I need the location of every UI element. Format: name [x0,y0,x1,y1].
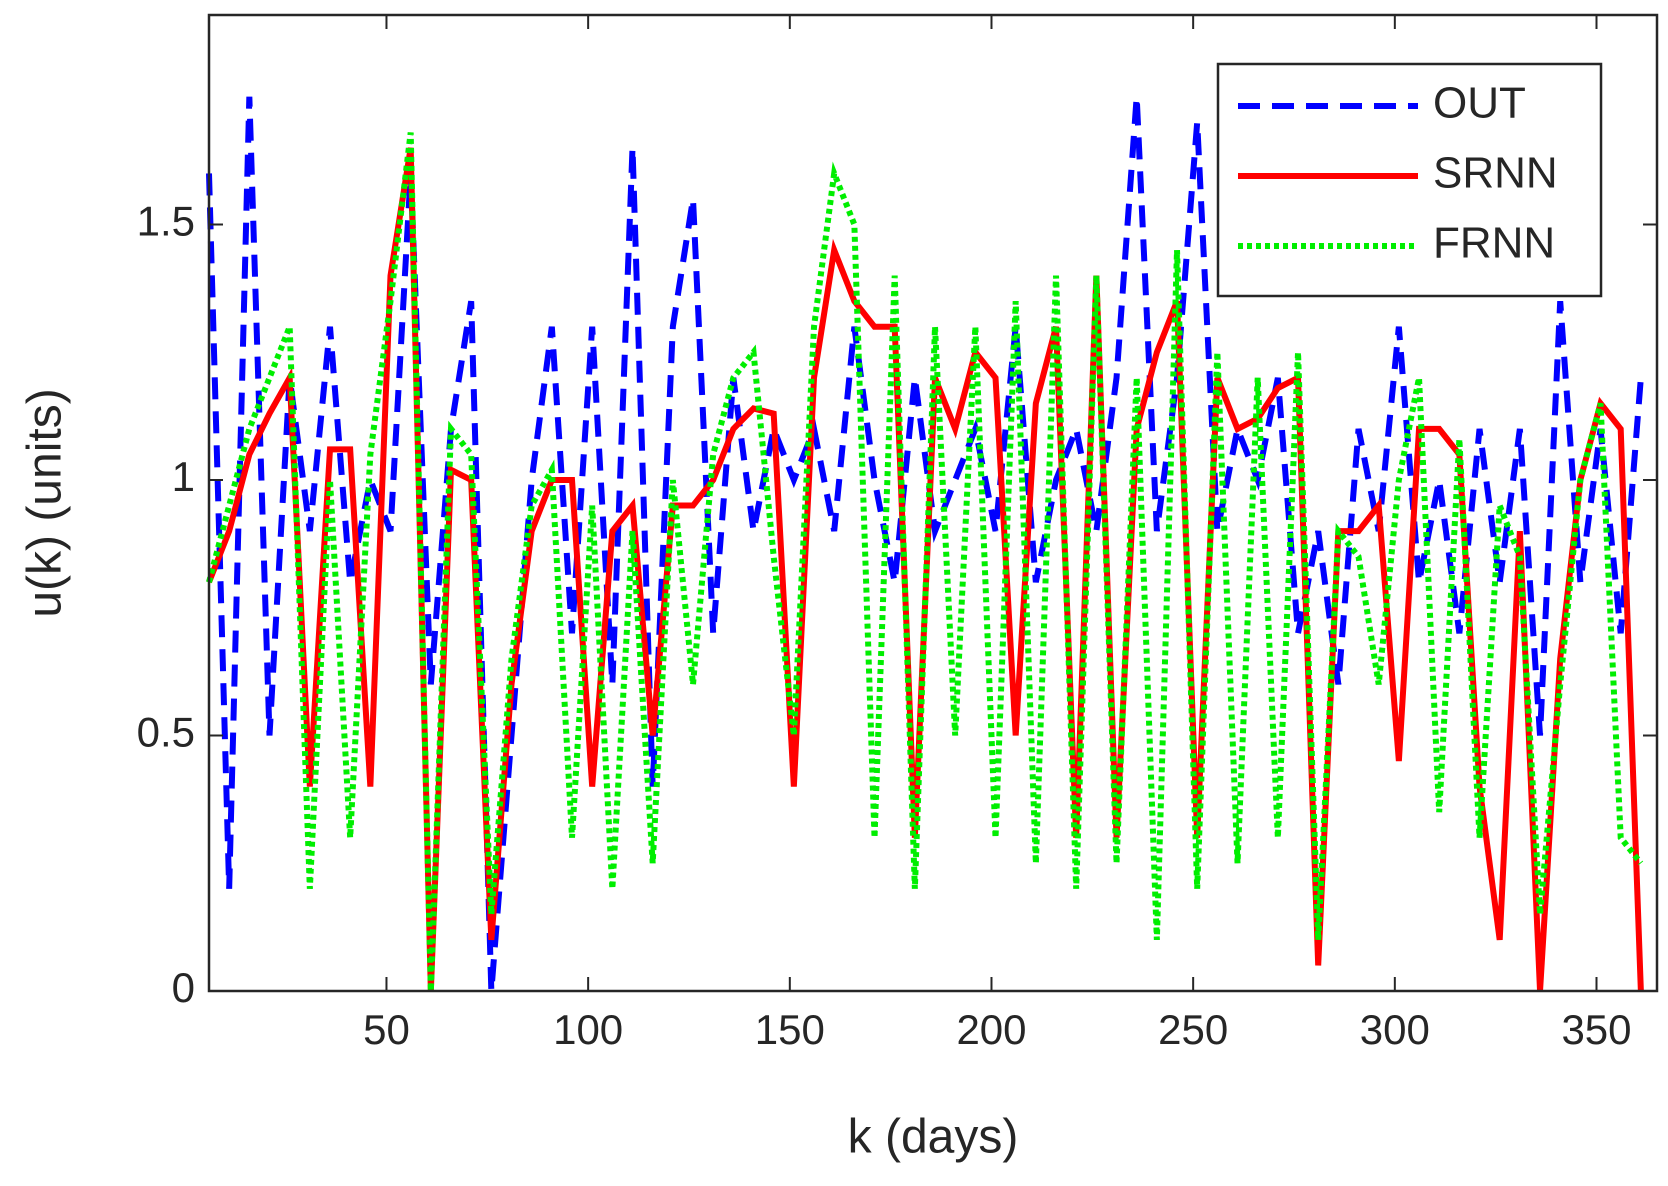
x-tick-label: 150 [755,1006,825,1053]
y-tick-label: 0 [172,964,195,1011]
plot-frame [207,13,1659,993]
x-tick-label: 100 [553,1006,623,1053]
series-line [206,132,1644,992]
y-tick-label: 0.5 [137,709,195,756]
y-axis-label: u(k) (units) [19,388,72,617]
x-tick-label: 200 [956,1006,1026,1053]
legend-label: OUT [1433,79,1526,128]
x-tick-label: 300 [1360,1006,1430,1053]
legend-box [1216,62,1603,298]
y-tick-label: 1 [172,453,195,500]
y-tick-label: 1.5 [137,198,195,245]
x-tick-label: 250 [1158,1006,1228,1053]
x-axis-label: k (days) [848,1111,1019,1164]
x-tick-label: 350 [1561,1006,1631,1053]
legend-label: FRNN [1433,219,1555,268]
x-tick-label: 50 [363,1006,410,1053]
legend-label: SRNN [1433,149,1558,198]
